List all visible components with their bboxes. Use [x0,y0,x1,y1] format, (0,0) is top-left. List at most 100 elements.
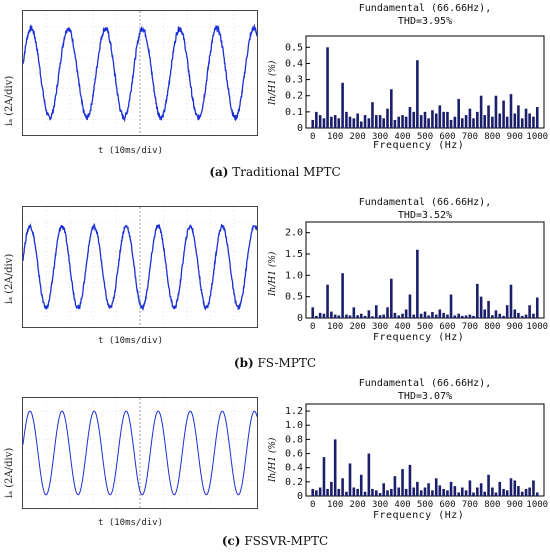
x-tick-label: 100 [327,500,343,510]
x-tick-label: 500 [417,132,433,142]
harmonic-bar [378,493,382,496]
harmonic-bar [517,486,520,496]
harmonic-bar [483,115,487,128]
harmonic-bar [476,111,479,128]
y-tick-label: 0.2 [285,477,303,488]
x-tick-label: 400 [394,500,410,510]
x-tick-label: 800 [484,500,500,510]
harmonic-bar [318,115,322,128]
harmonic-bar [404,309,408,318]
oscilloscope-waveform [22,10,258,136]
harmonic-bar [419,115,423,128]
current-trace [23,222,257,311]
x-tick-label: 900 [507,500,523,510]
y-tick-label: 0 [297,313,303,324]
harmonic-bar [464,315,468,318]
harmonic-bar [524,488,528,496]
harmonic-bar [356,315,359,318]
harmonic-bar [311,119,315,128]
y-tick-label: 1.5 [285,249,303,260]
x-tick-label: 200 [350,132,366,142]
harmonic-bar [393,119,397,128]
harmonic-bar [333,115,337,128]
harmonic-bar [416,249,419,318]
harmonic-bar [483,309,487,318]
x-tick-label: 200 [350,500,366,510]
harmonic-bar [498,313,502,318]
harmonic-bar [498,113,502,128]
x-tick-label: 300 [372,132,388,142]
harmonic-bar [419,313,423,318]
harmonic-bar [371,102,374,128]
spectrum-xlabel: Frequency (Hz) [373,510,465,521]
y-tick-label: 0.2 [285,91,303,102]
x-tick-label: 0 [310,132,315,142]
y-tick-label: 1.0 [285,270,303,281]
harmonic-bar [509,284,513,318]
caption-letter: (c) [221,534,241,548]
harmonic-bar [330,116,333,128]
harmonic-bar [359,313,363,318]
harmonic-bar [345,111,348,128]
harmonic-bar [535,107,539,128]
harmonic-bar [352,118,356,128]
x-tick-label: 700 [462,132,478,142]
harmonic-bar [434,113,438,128]
harmonic-bar [386,307,389,318]
harmonic-bar [352,487,356,496]
harmonic-bar [352,307,356,318]
harmonic-bar [449,481,453,496]
harmonic-bar [378,315,382,318]
harmonic-bar [318,312,322,318]
harmonic-bar [390,488,393,496]
harmonic-bar [502,100,505,128]
harmonic-bar [431,312,434,318]
harmonic-bar [517,105,520,128]
harmonic-bar [513,309,517,318]
harmonic-bar [434,478,438,496]
harmonic-bar [483,491,487,496]
harmonic-bar [491,116,494,128]
x-tick-label: 600 [439,500,455,510]
harmonic-bar [476,487,479,496]
harmonic-bar [348,116,352,128]
harmonic-bar [479,296,483,318]
caption-a: (a) Traditional MPTC [0,165,550,179]
y-tick-label: 0.5 [285,292,303,303]
harmonic-bar [528,487,531,496]
harmonic-bar [528,113,531,128]
harmonic-bar [520,491,524,496]
oscilloscope-waveform [22,206,258,328]
harmonic-bar [311,307,315,318]
x-tick-label: 600 [439,132,455,142]
harmonic-bar [393,476,397,496]
x-tick-label: 200 [350,322,366,332]
harmonic-bar [528,305,531,318]
harmonic-bar [438,309,442,318]
harmonic-bar [315,490,318,496]
harmonic-bar [423,311,427,318]
harmonic-bar [460,118,464,128]
caption-text: FS-MPTC [257,356,317,370]
x-tick-label: 0 [310,500,315,510]
harmonic-bar [390,89,393,128]
harmonic-bar [341,273,344,318]
x-tick-label: 900 [507,132,523,142]
harmonic-bar [532,480,535,496]
harmonic-bar [401,313,404,318]
harmonic-bar [524,314,528,318]
harmonic-bar [337,118,341,128]
harmonic-bar [468,314,472,318]
spectrum-title-line2: THD=3.07% [397,391,453,402]
harmonic-bar [423,487,427,496]
harmonic-bar [419,490,423,496]
harmonic-bar [479,483,483,496]
x-tick-label: 1000 [526,132,548,142]
harmonic-bar [382,483,385,496]
harmonic-bar [333,439,337,496]
spectrum-ylabel: Ih/H1 (%) [268,60,278,105]
harmonic-bar [322,457,326,496]
harmonic-bar [517,312,520,318]
harmonic-bar [363,315,367,318]
harmonic-bar [535,492,539,496]
